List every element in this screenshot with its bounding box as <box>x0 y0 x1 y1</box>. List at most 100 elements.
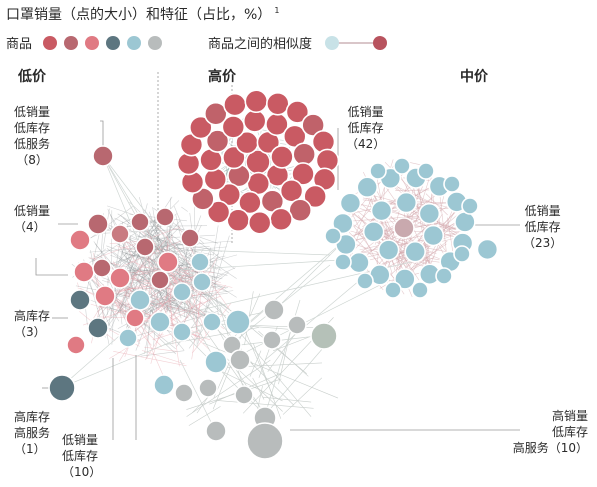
similarity-edge <box>192 396 209 413</box>
mid-price-product-node <box>384 281 402 299</box>
low-price-product-node <box>130 212 150 232</box>
similarity-edge <box>129 272 210 350</box>
similarity-edge <box>131 260 210 335</box>
mid-price-product-node <box>453 245 471 263</box>
group-label-high-price: 高价 <box>208 69 236 85</box>
similarity-edge <box>123 232 186 295</box>
annotation-high-stock-high-service: 高库存 高服务 （1） <box>14 409 50 457</box>
similarity-edge <box>176 244 188 267</box>
mid-price-product-node <box>377 239 400 261</box>
cluster-core <box>393 217 415 239</box>
annotation-line: 低销量 <box>524 204 561 218</box>
annotation-line: 低库存 <box>14 121 51 135</box>
annotation-line: 低库存 <box>551 425 588 439</box>
mid-price-product-node <box>476 238 499 261</box>
similarity-edge <box>282 377 323 415</box>
similarity-edge <box>106 238 167 307</box>
similarity-legend-swatch <box>325 35 388 50</box>
annotation-line: 低销量 <box>14 105 51 119</box>
low-price-product-node <box>229 349 251 371</box>
low-price-product-node <box>204 350 228 374</box>
similarity-edge <box>397 223 431 257</box>
annotation-line: 低销量 <box>347 105 384 119</box>
low-price-product-node <box>192 272 212 292</box>
similarity-edge <box>139 266 215 273</box>
similarity-edge <box>253 343 282 419</box>
low-price-product-node <box>87 317 109 339</box>
high-price-product-node <box>222 145 246 170</box>
high-price-product-node <box>217 182 242 207</box>
similarity-edge <box>360 251 444 263</box>
similarity-edge <box>113 255 148 316</box>
similarity-edge <box>186 359 271 417</box>
similarity-edge <box>206 322 301 331</box>
high-price-product-node <box>291 162 315 186</box>
low-price-product-node <box>149 311 171 333</box>
high-price-product-node <box>301 113 325 137</box>
similarity-edge <box>162 244 214 256</box>
mid-price-product-node <box>454 211 476 233</box>
similarity-edge <box>116 236 191 270</box>
low-price-product-node <box>190 252 210 272</box>
similarity-edge <box>145 257 198 323</box>
similarity-edge <box>213 225 219 256</box>
similarity-edge <box>188 328 205 349</box>
similarity-edge <box>93 227 178 260</box>
annotation-low-sales-low-stock-low: 低销量 低库存 （10） <box>62 432 101 480</box>
high-price-product-node <box>270 145 294 169</box>
low-price-product-node <box>287 315 307 335</box>
mid-price-product-node <box>443 175 461 193</box>
product-legend-swatches <box>36 35 163 50</box>
chart-title: 口罩销量（点的大小）和特征（占比，%） 1 <box>6 4 279 24</box>
mid-price-product-node <box>422 224 445 247</box>
low-price-product-node <box>310 322 338 350</box>
annotation-count: （4） <box>14 220 46 234</box>
mid-price-product-node <box>395 191 418 214</box>
high-price-product-node <box>242 109 267 133</box>
similarity-edge <box>148 211 164 249</box>
title-footnote-marker: 1 <box>274 6 280 15</box>
low-price-product-node <box>155 207 175 227</box>
similarity-edge <box>197 241 222 345</box>
high-price-product-node <box>244 89 269 114</box>
group-label-low-price: 低价 <box>18 69 46 85</box>
low-price-product-node <box>69 229 91 251</box>
annotation-line: 低销量 <box>14 204 51 218</box>
annotation-count: （10） <box>62 465 102 479</box>
mid-price-product-node <box>369 162 387 180</box>
low-price-product-node <box>246 422 284 460</box>
similarity-edge <box>112 251 183 306</box>
annotation-line: 高销量 <box>551 409 588 423</box>
low-price-product-node <box>135 237 155 257</box>
low-price-product-node <box>118 328 138 348</box>
annotation-count: （1） <box>14 442 46 456</box>
annotation-low-sales-low-stock-high: 低销量 低库存 （42） <box>346 104 385 152</box>
low-price-product-node <box>94 285 116 307</box>
similarity-legend-high-dot <box>373 35 388 50</box>
mid-price-product-node <box>417 162 435 180</box>
product-legend-label: 商品 <box>6 37 33 52</box>
legend-color-dot <box>106 35 121 50</box>
similarity-edge <box>121 244 142 308</box>
low-price-product-node <box>172 322 192 342</box>
similarity-edge <box>143 212 186 287</box>
mid-price-product-node <box>435 267 453 285</box>
low-price-product-node <box>110 224 130 244</box>
annotation-line: 低服务 <box>14 137 51 151</box>
similarity-legend: 商品之间的相似度 <box>208 33 388 52</box>
annotation-line: 高服务（10） <box>512 441 588 455</box>
similarity-edge <box>359 224 472 251</box>
high-price-product-node <box>269 207 293 232</box>
low-price-product-node <box>234 385 254 405</box>
high-price-product-node <box>266 91 290 116</box>
low-price-product-node <box>150 270 170 290</box>
annotation-high-stock: 高库存 （3） <box>14 308 50 340</box>
low-price-product-node <box>92 145 114 167</box>
annotation-line: 高服务 <box>14 426 51 440</box>
high-price-product-node <box>292 142 316 167</box>
low-price-product-node <box>205 420 227 442</box>
group-label-mid-price: 中价 <box>460 69 488 85</box>
similarity-edge <box>257 385 263 411</box>
leader-line <box>35 258 68 276</box>
